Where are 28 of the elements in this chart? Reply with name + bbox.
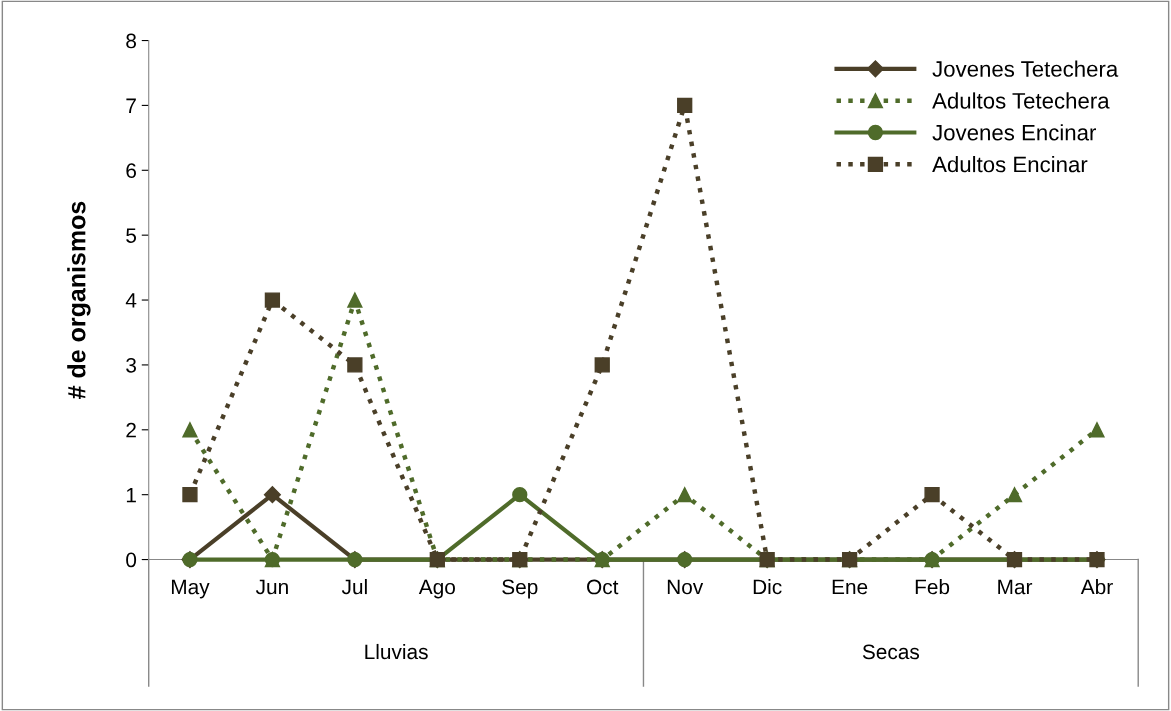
x-tick-label: Abr bbox=[1080, 579, 1113, 595]
legend-label: Jovenes Encinar bbox=[932, 124, 1097, 141]
y-tick-label: 8 bbox=[126, 33, 137, 49]
y-tick-label: 7 bbox=[126, 98, 136, 113]
x-tick-label: Mar bbox=[998, 579, 1033, 595]
text: Secas bbox=[862, 644, 920, 660]
x-tick-label: Jun bbox=[255, 579, 288, 595]
y-tick-label: 4 bbox=[125, 293, 137, 308]
x-tick-label: May bbox=[171, 579, 210, 599]
y-tick-label: 2 bbox=[126, 422, 136, 438]
x-tick-label: Feb bbox=[915, 579, 950, 595]
x-tick-label: Sep bbox=[502, 579, 538, 599]
legend-label: Adultos Tetechera bbox=[932, 92, 1110, 109]
x-tick-label: Oct bbox=[587, 579, 619, 595]
y-tick-label: 6 bbox=[126, 163, 136, 179]
legend-label: Jovenes Tetechera bbox=[932, 60, 1119, 77]
legend-label: Adultos Encinar bbox=[932, 156, 1088, 173]
x-tick-label: Dic bbox=[753, 579, 782, 595]
y-tick-label: 1 bbox=[126, 487, 136, 503]
x-tick-label: Jul bbox=[341, 579, 367, 595]
x-tick-label: Ene bbox=[832, 579, 868, 595]
text: Lluvias bbox=[365, 643, 428, 660]
y-tick-label: 0 bbox=[126, 552, 137, 568]
y-axis-title: # de organismos bbox=[67, 201, 91, 399]
x-tick-label: Nov bbox=[667, 579, 704, 595]
y-tick-label: 3 bbox=[126, 357, 136, 373]
x-tick-label: Ago bbox=[418, 579, 455, 599]
y-tick-label: 5 bbox=[126, 228, 137, 243]
